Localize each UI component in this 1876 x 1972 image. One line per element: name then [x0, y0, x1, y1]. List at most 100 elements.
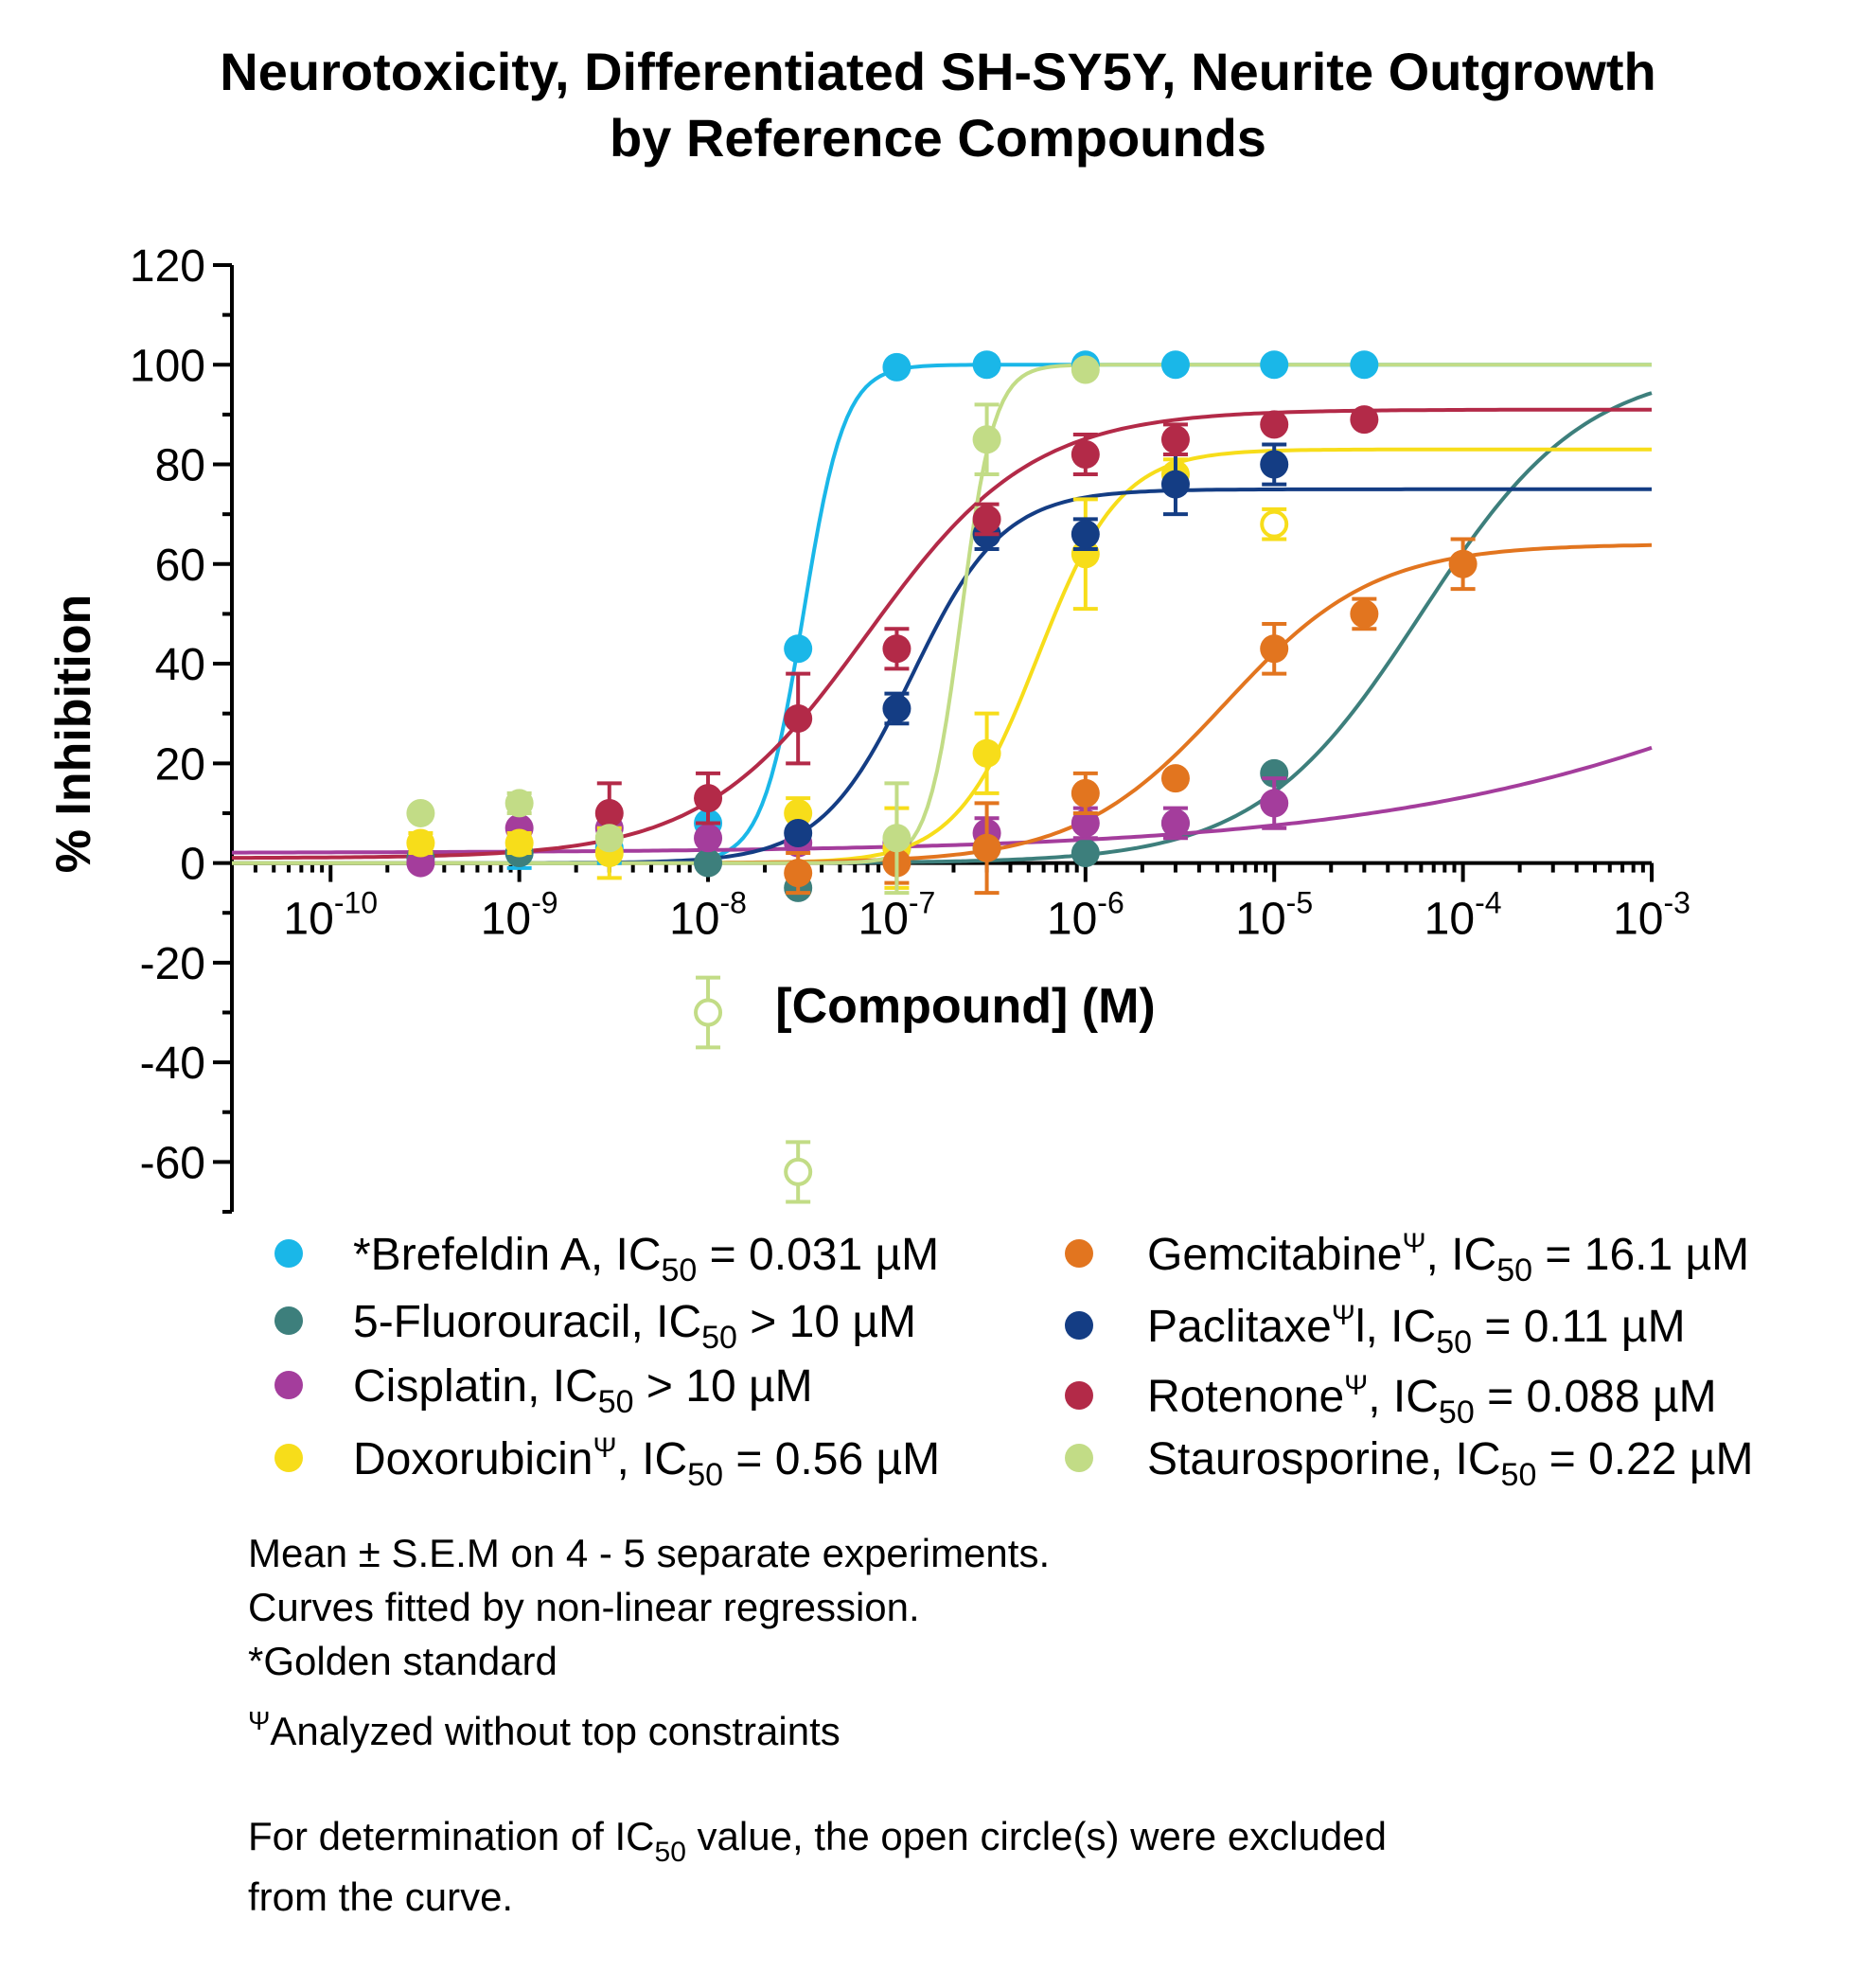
note-line-5a: For determination of IC — [248, 1814, 655, 1858]
note-line-5: For determination of IC50 value, the ope… — [248, 1814, 1387, 1868]
fit-curve-cisplatin — [232, 745, 1653, 855]
y-tick-label: -60 — [140, 1138, 205, 1188]
data-point-cisplatin — [1260, 789, 1289, 818]
x-tick-label: 10-5 — [1235, 886, 1313, 945]
legend-label: Staurosporine, IC50 = 0.22 µM — [1147, 1434, 1753, 1493]
fitted-curves — [232, 363, 1653, 865]
axes: 120 100 80 60 40 20 0 -20 -40 -60 10-10 10-9 10-8 10-… — [130, 241, 1690, 1214]
y-tick-label: 60 — [155, 541, 205, 591]
legend-marker — [1065, 1239, 1093, 1268]
legend-marker — [274, 1444, 303, 1472]
y-tick-label: 120 — [130, 241, 205, 292]
fit-curve-5-fluorouracil — [232, 391, 1653, 865]
note-line-5b: value, the open circle(s) were excluded — [686, 1814, 1387, 1858]
y-axis-label: % Inhibition — [46, 595, 101, 874]
fit-curve-paclitaxel — [232, 487, 1652, 865]
data-point-doxorubicin — [504, 828, 534, 858]
legend-label: GemcitabineΨ, IC50 = 16.1 µM — [1147, 1228, 1749, 1288]
x-axis-label: [Compound] (M) — [775, 979, 1155, 1034]
data-point-doxorubicin — [1071, 540, 1100, 569]
excluded-point-staurosporine — [784, 1157, 813, 1186]
data-point-5-fluorouracil — [694, 848, 723, 878]
data-point-brefeldin-a — [1350, 350, 1379, 380]
data-point-staurosporine — [594, 824, 624, 853]
footnotes: Mean ± S.E.M on 4 - 5 separate experimen… — [248, 1531, 1387, 1919]
legend-label: RotenoneΨ, IC50 = 0.088 µM — [1147, 1370, 1717, 1430]
y-tick-label: -40 — [140, 1039, 205, 1089]
data-point-gemcitabine — [1350, 599, 1379, 629]
data-point-staurosporine — [1071, 355, 1100, 384]
legend-marker — [274, 1371, 303, 1399]
fit-curve-gemcitabine — [232, 542, 1653, 865]
y-tick-label: 40 — [155, 640, 205, 690]
data-point-rotenone — [1160, 425, 1190, 454]
legend-marker — [1065, 1444, 1093, 1472]
excluded-point-staurosporine — [694, 998, 723, 1027]
legend-marker — [274, 1306, 303, 1335]
legend-label: *Brefeldin A, IC50 = 0.031 µM — [353, 1230, 939, 1288]
data-point-rotenone — [882, 634, 911, 664]
data-point-gemcitabine — [1448, 549, 1478, 578]
data-point-brefeldin-a — [972, 350, 1001, 380]
data-point-paclitaxel — [882, 694, 911, 723]
note-line-2: Curves fitted by non-linear regression. — [248, 1585, 920, 1629]
data-point-paclitaxel — [1260, 450, 1289, 479]
x-tick-label: 10-4 — [1425, 886, 1502, 945]
data-point-rotenone — [1350, 405, 1379, 435]
data-point-rotenone — [784, 703, 813, 733]
chart-title: Neurotoxicity, Differentiated SH-SY5Y, N… — [220, 42, 1655, 168]
fit-curve-staurosporine — [232, 363, 1652, 865]
data-point-paclitaxel — [1160, 470, 1190, 499]
data-points — [406, 350, 1478, 1204]
data-point-gemcitabine — [1160, 764, 1190, 793]
data-point-doxorubicin — [406, 828, 435, 858]
note-line-4-text: Analyzed without top constraints — [270, 1709, 840, 1753]
y-tick-label: 20 — [155, 739, 205, 790]
legend: *Brefeldin A, IC50 = 0.031 µM 5-Fluoroura… — [274, 1228, 1753, 1493]
x-tick-label: 10-6 — [1047, 886, 1124, 945]
data-point-gemcitabine — [784, 859, 813, 888]
data-point-brefeldin-a — [882, 352, 911, 382]
data-point-gemcitabine — [1071, 778, 1100, 808]
note-line-1: Mean ± S.E.M on 4 - 5 separate experimen… — [248, 1531, 1050, 1575]
data-point-gemcitabine — [972, 833, 1001, 862]
data-point-doxorubicin — [784, 798, 813, 827]
y-tick-label: 80 — [155, 441, 205, 491]
title-line-2: by Reference Compounds — [610, 108, 1266, 168]
legend-marker — [274, 1239, 303, 1268]
data-point-brefeldin-a — [1260, 350, 1289, 380]
data-point-cisplatin — [1160, 808, 1190, 838]
data-point-paclitaxel — [1071, 520, 1100, 549]
legend-label: PaclitaxeΨl, IC50 = 0.11 µM — [1147, 1300, 1686, 1360]
data-point-staurosporine — [406, 798, 435, 827]
data-point-staurosporine — [972, 425, 1001, 454]
data-point-rotenone — [1260, 410, 1289, 439]
x-tick-label: 10-3 — [1613, 886, 1690, 945]
title-line-1: Neurotoxicity, Differentiated SH-SY5Y, N… — [220, 42, 1655, 101]
data-point-gemcitabine — [1260, 634, 1289, 664]
legend-marker — [1065, 1381, 1093, 1410]
note-line-4: ΨAnalyzed without top constraints — [248, 1706, 841, 1753]
data-point-rotenone — [1071, 440, 1100, 469]
x-tick-label: 10-7 — [858, 886, 936, 945]
note-psi-superscript: Ψ — [248, 1706, 270, 1735]
x-tick-label: 10-8 — [669, 886, 747, 945]
note-line-3: *Golden standard — [248, 1639, 557, 1683]
y-tick-label: -20 — [140, 939, 205, 989]
note-ic50-subscript: 50 — [655, 1837, 686, 1868]
legend-label: 5-Fluorouracil, IC50 > 10 µM — [353, 1297, 916, 1356]
data-point-staurosporine — [882, 824, 911, 853]
y-tick-label: 0 — [180, 840, 205, 890]
x-tick-label: 10-9 — [481, 886, 558, 945]
data-point-cisplatin — [1071, 808, 1100, 838]
data-point-cisplatin — [406, 848, 435, 878]
legend-label: DoxorubicinΨ, IC50 = 0.56 µM — [353, 1432, 940, 1493]
excluded-point-doxorubicin — [1260, 509, 1289, 539]
data-point-paclitaxel — [784, 819, 813, 847]
fit-curve-rotenone — [232, 407, 1652, 861]
data-point-staurosporine — [504, 789, 534, 818]
data-point-cisplatin — [694, 824, 723, 853]
x-tick-label: 10-10 — [283, 886, 378, 945]
data-point-rotenone — [594, 798, 624, 827]
